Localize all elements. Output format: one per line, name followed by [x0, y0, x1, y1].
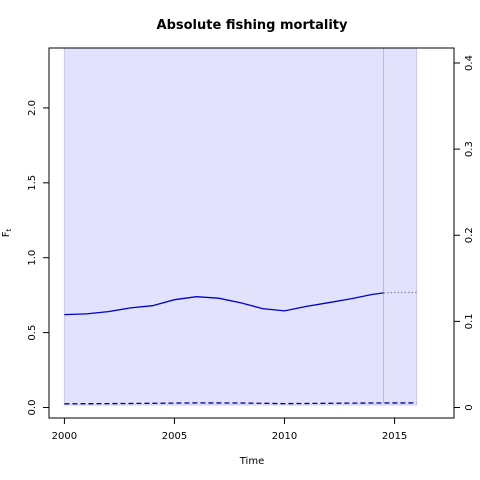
- y-right-tick-label: 0.2: [464, 227, 475, 243]
- confidence-band: [63, 47, 418, 406]
- y-right-tick-label: 0.3: [464, 141, 475, 157]
- x-tick-label: 2005: [162, 431, 187, 442]
- y-right-tick-label: 0: [464, 404, 475, 410]
- y-left-tick-label: 2.0: [27, 100, 38, 116]
- plot-area: [63, 47, 418, 406]
- y-left-tick-label: 0.0: [27, 400, 38, 416]
- x-tick-label: 2015: [382, 431, 407, 442]
- y-left-tick-label: 1.5: [27, 175, 38, 191]
- y-axis-label-sub: t: [5, 228, 13, 231]
- series-line-dashed: [64, 402, 417, 405]
- x-tick-label: 2000: [52, 431, 77, 442]
- y-axis-label-main: F: [1, 231, 12, 237]
- y-left-tick-label: 0.5: [27, 325, 38, 341]
- chart-title: Absolute fishing mortality: [157, 18, 348, 33]
- series-line-solid: [64, 292, 384, 316]
- axes: 2000 2005 2010 2015 0.0 0.5 1.0 1.5 2.0 0 0.1 0.2 0.…: [27, 47, 475, 442]
- y-axis-label: Ft: [1, 228, 13, 237]
- plot-frame: [48, 47, 455, 419]
- x-axis-label: Time: [239, 456, 264, 467]
- y-right-tick-label: 0.1: [464, 313, 475, 329]
- x-tick-label: 2010: [272, 431, 297, 442]
- y-left-tick-label: 1.0: [27, 250, 38, 266]
- y-right-tick-label: 0.4: [464, 55, 475, 71]
